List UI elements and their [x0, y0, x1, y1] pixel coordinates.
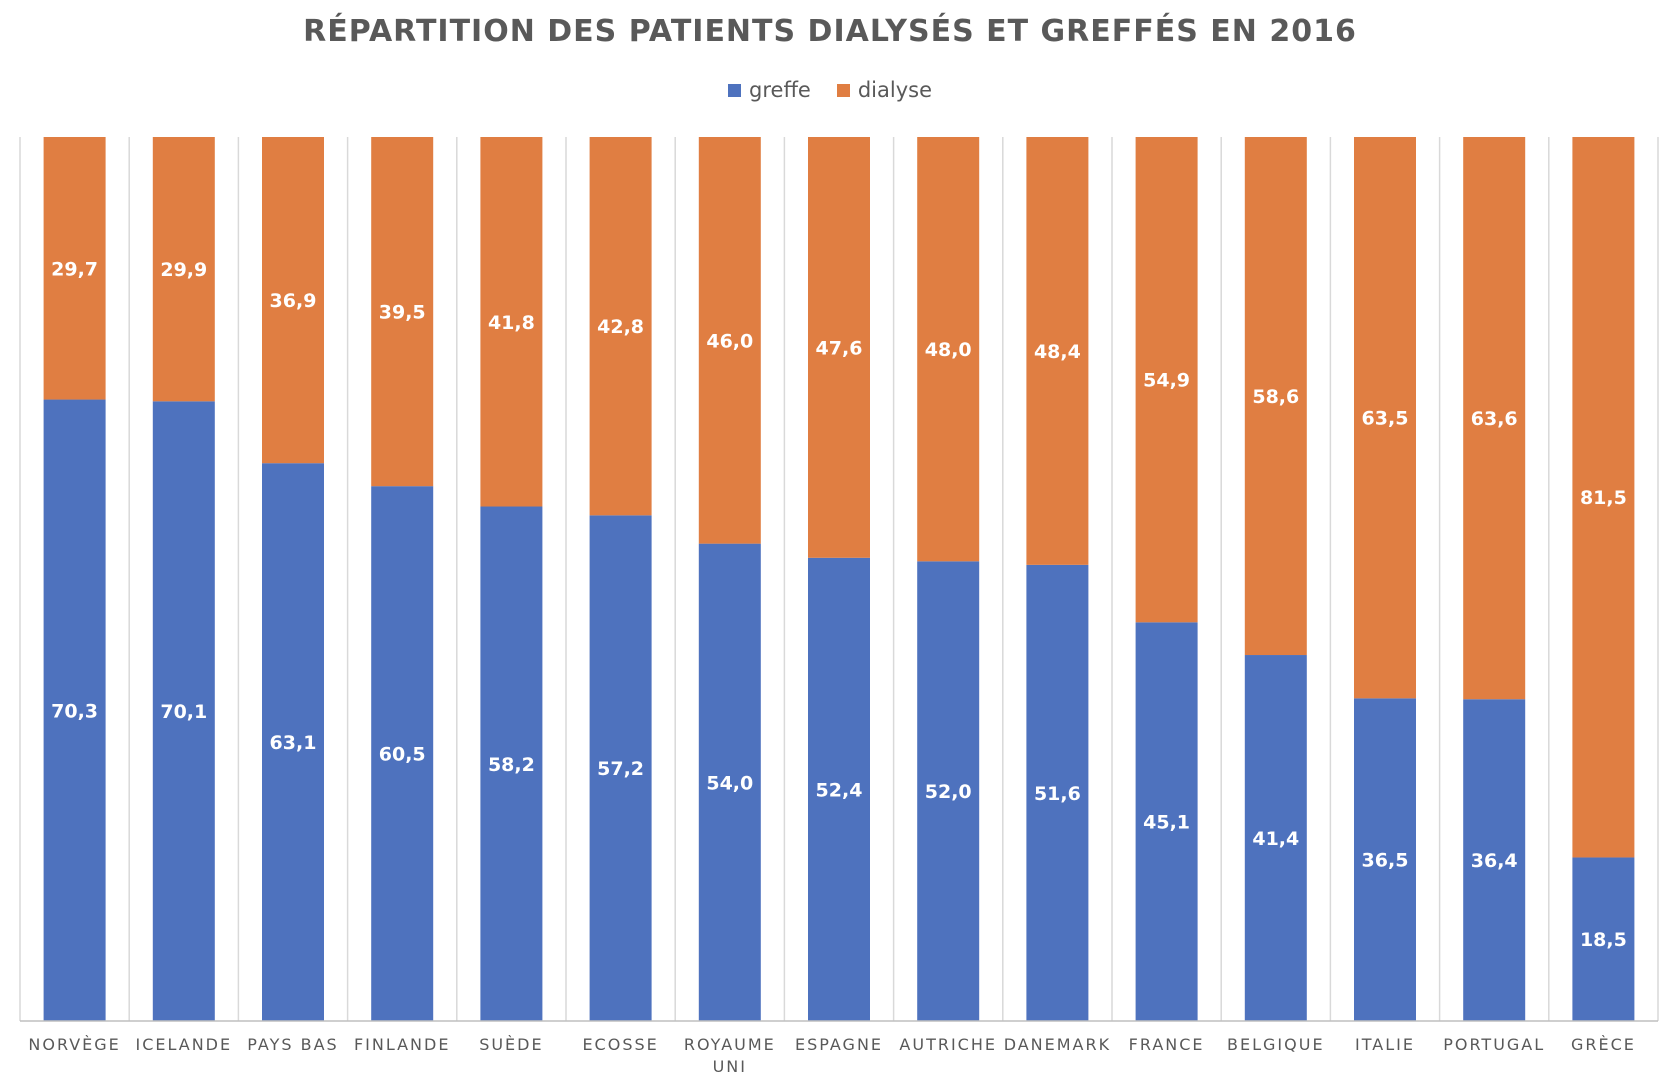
data-label-dialyse: 63,6 [1471, 408, 1518, 430]
x-tick-label: ITALIE [1355, 1035, 1415, 1054]
data-label-greffe: 41,4 [1252, 828, 1299, 850]
legend-swatch-greffe [728, 83, 742, 97]
chart-title: RÉPARTITION DES PATIENTS DIALYSÉS ET GRE… [303, 14, 1357, 49]
data-label-dialyse: 29,9 [160, 259, 207, 281]
data-label-dialyse: 29,7 [51, 258, 98, 280]
data-label-greffe: 57,2 [597, 758, 644, 780]
bar-greffe [262, 463, 324, 1021]
x-tick-label: ICELANDE [135, 1035, 232, 1054]
bar-greffe [589, 515, 652, 1021]
data-label-dialyse: 47,6 [816, 337, 863, 359]
bar-dialyse [698, 137, 761, 544]
data-label-dialyse: 63,5 [1362, 408, 1409, 430]
bar-dialyse [589, 137, 652, 516]
bar-dialyse [1135, 137, 1198, 623]
data-label-dialyse: 48,4 [1034, 341, 1081, 363]
bar-dialyse [917, 137, 980, 562]
data-label-dialyse: 36,9 [270, 290, 317, 312]
data-label-dialyse: 46,0 [706, 330, 753, 352]
data-label-greffe: 36,4 [1471, 850, 1518, 872]
data-label-dialyse: 42,8 [597, 316, 644, 338]
bar-greffe [698, 543, 761, 1021]
x-tick-label: ROYAUME [684, 1035, 776, 1054]
data-label-greffe: 36,5 [1362, 850, 1409, 872]
bar-dialyse [1354, 137, 1416, 699]
data-label-dialyse: 39,5 [379, 302, 426, 324]
bar-dialyse [262, 137, 324, 464]
x-tick-label: UNI [713, 1057, 747, 1076]
data-label-greffe: 70,1 [160, 701, 207, 723]
bar-greffe [917, 561, 980, 1021]
x-tick-label: DANEMARK [1004, 1035, 1111, 1054]
bar-dialyse [808, 137, 870, 558]
x-tick-label: FRANCE [1129, 1035, 1205, 1054]
data-label-dialyse: 41,8 [488, 312, 535, 334]
x-tick-label: GRÈCE [1571, 1035, 1636, 1054]
x-tick-label: ESPAGNE [795, 1035, 883, 1054]
x-tick-label: AUTRICHE [899, 1035, 997, 1054]
data-label-greffe: 60,5 [379, 744, 426, 766]
data-label-greffe: 51,6 [1034, 783, 1081, 805]
bar-greffe [371, 486, 434, 1021]
bar-greffe [152, 401, 215, 1021]
x-tick-label: PORTUGAL [1443, 1035, 1545, 1054]
x-tick-label: FINLANDE [354, 1035, 451, 1054]
bar-dialyse [1026, 137, 1089, 565]
data-label-greffe: 52,4 [816, 779, 863, 801]
data-label-greffe: 70,3 [51, 700, 98, 722]
bar-dialyse [1572, 137, 1635, 858]
legend-label-dialyse: dialyse [857, 78, 932, 102]
bar-greffe [480, 506, 543, 1022]
data-label-greffe: 18,5 [1580, 929, 1627, 951]
bar-greffe [1026, 564, 1089, 1021]
legend-swatch-dialyse [836, 83, 850, 97]
x-tick-label: NORVÈGE [28, 1035, 120, 1054]
bar-dialyse [1463, 137, 1526, 700]
data-label-greffe: 45,1 [1143, 812, 1190, 834]
data-label-dialyse: 48,0 [925, 339, 972, 361]
bar-greffe [1354, 698, 1416, 1021]
bar-greffe [43, 399, 106, 1022]
x-tick-label: ECOSSE [582, 1035, 658, 1054]
bar-greffe [1463, 699, 1526, 1021]
data-label-greffe: 52,0 [925, 781, 972, 803]
bar-dialyse [43, 137, 106, 400]
bar-greffe [1244, 655, 1307, 1021]
legend: greffe dialyse [0, 78, 1660, 102]
bar-dialyse [1244, 137, 1307, 656]
bar-dialyse [371, 137, 434, 487]
x-tick-label: SUÈDE [479, 1035, 543, 1054]
legend-item-dialyse: dialyse [836, 78, 932, 102]
legend-label-greffe: greffe [749, 78, 811, 102]
data-label-greffe: 54,0 [706, 772, 753, 794]
x-tick-label: BELGIQUE [1227, 1035, 1325, 1054]
data-label-greffe: 58,2 [488, 754, 535, 776]
bar-dialyse [480, 137, 543, 507]
bar-dialyse [152, 137, 215, 402]
data-label-greffe: 63,1 [270, 732, 317, 754]
bar-greffe [1572, 857, 1635, 1021]
data-label-dialyse: 81,5 [1580, 487, 1627, 509]
data-label-dialyse: 54,9 [1143, 370, 1190, 392]
bar-greffe [808, 557, 870, 1021]
data-label-dialyse: 58,6 [1252, 386, 1299, 408]
bar-greffe [1135, 622, 1198, 1021]
x-tick-label: PAYS BAS [247, 1035, 338, 1054]
legend-item-greffe: greffe [728, 78, 811, 102]
